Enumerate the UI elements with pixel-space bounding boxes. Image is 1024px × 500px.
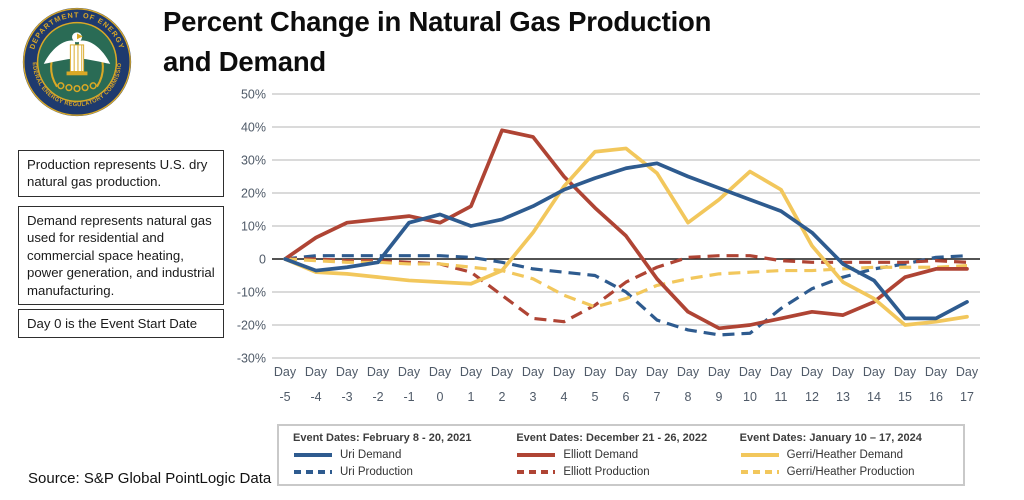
svg-text:Day: Day: [429, 365, 452, 379]
legend-label: Gerri/Heather Production: [786, 466, 915, 478]
legend-item: Uri Demand: [293, 447, 516, 463]
svg-text:Day: Day: [584, 365, 607, 379]
svg-text:6: 6: [623, 390, 630, 404]
svg-text:Day: Day: [801, 365, 824, 379]
svg-text:-1: -1: [403, 390, 414, 404]
legend-item: Gerri/Heather Demand: [740, 447, 963, 463]
svg-text:-4: -4: [310, 390, 321, 404]
chart-legend: Event Dates: February 8 - 20, 2021 Uri D…: [277, 424, 965, 486]
svg-text:13: 13: [836, 390, 850, 404]
svg-text:-2: -2: [372, 390, 383, 404]
svg-text:16: 16: [929, 390, 943, 404]
svg-text:12: 12: [805, 390, 819, 404]
svg-text:-20%: -20%: [237, 319, 266, 333]
svg-text:Day: Day: [367, 365, 390, 379]
svg-text:3: 3: [530, 390, 537, 404]
eagle-icon: [43, 32, 111, 76]
page-title: Percent Change in Natural Gas Production…: [163, 2, 711, 82]
svg-text:2: 2: [499, 390, 506, 404]
svg-text:1: 1: [468, 390, 475, 404]
svg-text:Day: Day: [832, 365, 855, 379]
svg-text:7: 7: [654, 390, 661, 404]
svg-text:-5: -5: [279, 390, 290, 404]
legend-label: Elliott Demand: [563, 449, 639, 461]
svg-text:17: 17: [960, 390, 974, 404]
svg-text:11: 11: [775, 390, 788, 404]
legend-event-dates: Event Dates: January 10 – 17, 2024: [739, 432, 922, 444]
page-title-line2: and Demand: [163, 46, 327, 77]
svg-text:Day: Day: [677, 365, 700, 379]
legend-line-swatch-dashed: [517, 470, 556, 474]
svg-text:50%: 50%: [241, 88, 266, 102]
svg-text:30%: 30%: [241, 154, 266, 168]
legend-group-uri: Event Dates: February 8 - 20, 2021 Uri D…: [293, 432, 516, 480]
svg-text:Day: Day: [615, 365, 638, 379]
svg-text:Day: Day: [274, 365, 297, 379]
svg-text:10%: 10%: [241, 220, 266, 234]
note-demand-definition: Demand represents natural gas used for r…: [18, 206, 224, 306]
page-title-line1: Percent Change in Natural Gas Production: [163, 6, 712, 37]
legend-item: Elliott Demand: [516, 447, 739, 463]
svg-text:-10%: -10%: [237, 286, 266, 300]
svg-text:Day: Day: [739, 365, 762, 379]
legend-label: Uri Production: [340, 466, 413, 478]
svg-text:Day: Day: [770, 365, 793, 379]
legend-group-elliott: Event Dates: December 21 - 26, 2022 Elli…: [516, 432, 739, 480]
source-attribution: Source: S&P Global PointLogic Data: [28, 470, 272, 487]
svg-text:Day: Day: [925, 365, 948, 379]
svg-text:Day: Day: [398, 365, 421, 379]
legend-line-swatch-solid: [517, 453, 556, 457]
svg-text:-30%: -30%: [237, 352, 266, 366]
svg-text:4: 4: [561, 390, 568, 404]
legend-item: Uri Production: [293, 464, 516, 480]
svg-text:20%: 20%: [241, 187, 266, 201]
svg-text:5: 5: [592, 390, 599, 404]
note-day-zero: Day 0 is the Event Start Date: [18, 309, 224, 339]
svg-text:Day: Day: [894, 365, 917, 379]
svg-text:Day: Day: [522, 365, 545, 379]
svg-text:Day: Day: [336, 365, 359, 379]
ferc-seal-logo: DEPARTMENT OF ENERGY FEDERAL ENERGY REGU…: [20, 3, 132, 117]
svg-text:8: 8: [685, 390, 692, 404]
svg-text:Day: Day: [956, 365, 979, 379]
svg-text:0: 0: [259, 253, 266, 267]
legend-event-dates: Event Dates: December 21 - 26, 2022: [516, 432, 708, 444]
svg-text:15: 15: [898, 390, 912, 404]
legend-label: Uri Demand: [340, 449, 402, 461]
svg-text:Day: Day: [491, 365, 514, 379]
note-production-definition: Production represents U.S. dry natural g…: [18, 150, 224, 197]
svg-text:10: 10: [743, 390, 757, 404]
line-chart: 50% 40% 30% 20% 10% 0 -10% -20% -30% Day -5 Day -4 Da…: [237, 88, 980, 404]
legend-group-gerri-heather: Event Dates: January 10 – 17, 2024 Gerri…: [740, 432, 963, 480]
legend-label: Gerri/Heather Demand: [786, 449, 903, 461]
seal-emblems: [57, 82, 97, 93]
svg-text:Day: Day: [305, 365, 328, 379]
svg-text:Day: Day: [553, 365, 576, 379]
legend-line-swatch-solid: [740, 453, 779, 457]
legend-line-swatch-dashed: [740, 470, 779, 474]
svg-text:14: 14: [867, 390, 881, 404]
legend-label: Elliott Production: [563, 466, 650, 478]
legend-event-dates: Event Dates: February 8 - 20, 2021: [293, 432, 472, 444]
legend-item: Gerri/Heather Production: [740, 464, 963, 480]
legend-line-swatch-solid: [294, 453, 332, 457]
svg-text:40%: 40%: [241, 121, 266, 135]
svg-text:Day: Day: [460, 365, 483, 379]
legend-item: Elliott Production: [516, 464, 739, 480]
svg-text:Day: Day: [863, 365, 886, 379]
svg-text:Day: Day: [708, 365, 731, 379]
svg-text:Day: Day: [646, 365, 669, 379]
svg-text:0: 0: [437, 390, 444, 404]
svg-text:9: 9: [716, 390, 723, 404]
svg-text:-3: -3: [341, 390, 352, 404]
legend-line-swatch-dashed: [294, 470, 332, 474]
